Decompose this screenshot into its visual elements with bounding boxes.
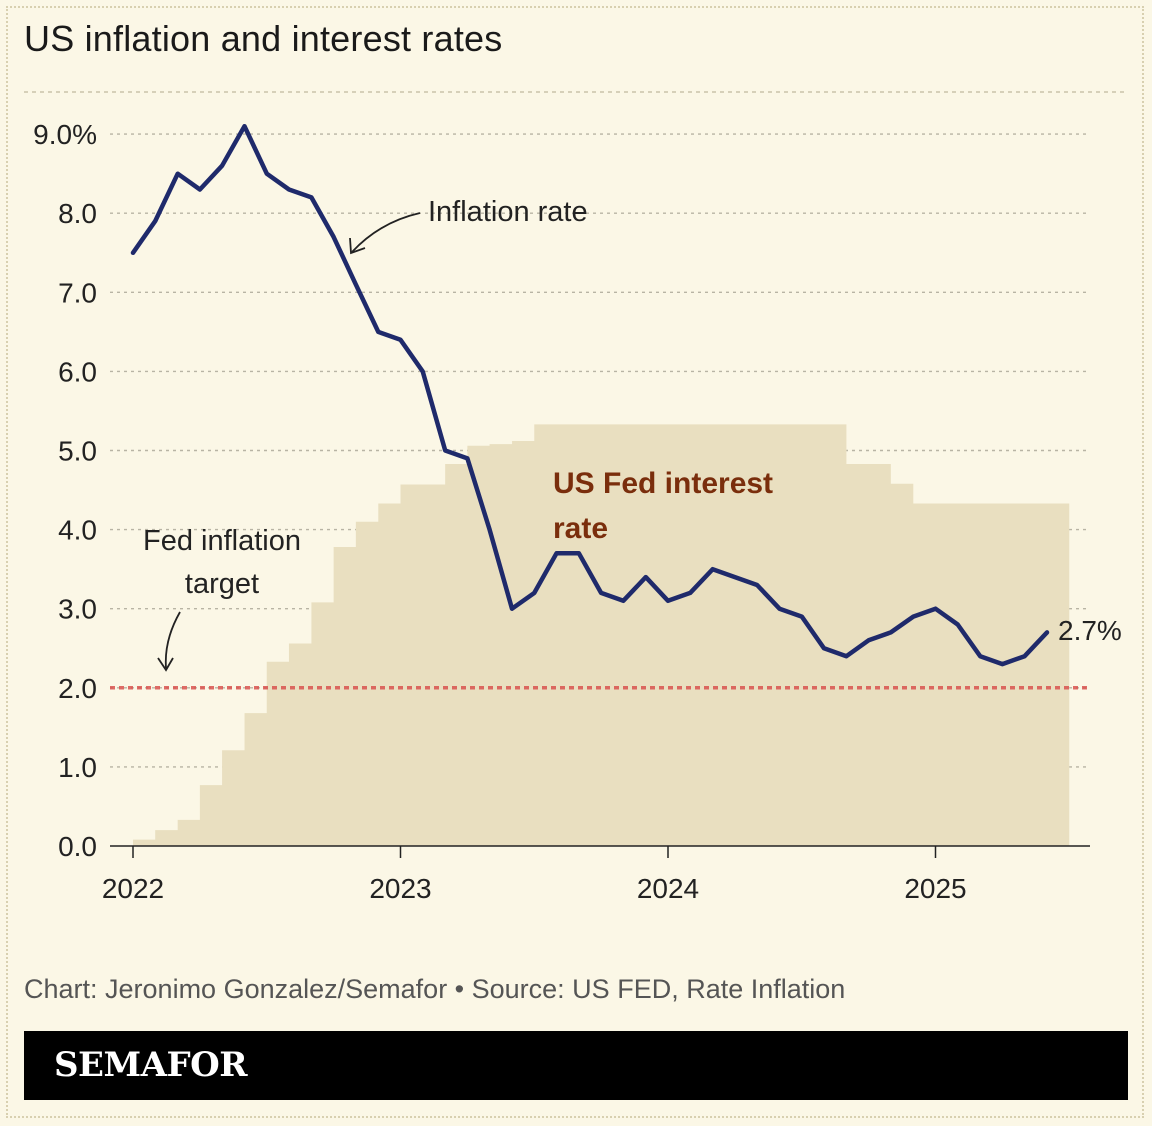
y-tick-label: 0.0 <box>58 831 97 862</box>
chart-frame <box>6 6 1144 1118</box>
x-tick-label: 2025 <box>904 873 966 904</box>
inflation-arrow <box>351 212 421 253</box>
target-label-line2: target <box>185 568 259 600</box>
x-tick-label: 2023 <box>369 873 431 904</box>
target-label-line1: Fed inflation <box>143 525 301 557</box>
fed-rate-area <box>133 424 1070 846</box>
inflation-series-line <box>130 123 1050 667</box>
axes: 0.0 1.0 2.0 3.0 4.0 5.0 6.0 7.0 8.0 9.0% 2022 2023 2… <box>33 119 1090 904</box>
target-arrow <box>164 611 181 669</box>
x-tick-label: 2022 <box>102 873 164 904</box>
chart-title: US inflation and interest rates <box>24 18 503 59</box>
y-tick-label: 4.0 <box>58 515 97 546</box>
x-tick-label: 2024 <box>637 873 699 904</box>
fed-rate-steps <box>133 424 1070 846</box>
y-tick-label: 5.0 <box>58 436 97 467</box>
y-tick-label: 1.0 <box>58 752 97 783</box>
annotations: Inflation rate US Fed interest rate Fed … <box>143 196 1122 672</box>
y-tick-label: 7.0 <box>58 277 97 308</box>
footer-source: Chart: Jeronimo Gonzalez/Semafor • Sourc… <box>24 974 846 1004</box>
brand-bar: SEMAFOR <box>24 1031 1128 1100</box>
semafor-logo: SEMAFOR <box>54 1045 248 1085</box>
y-tick-label: 6.0 <box>58 356 97 387</box>
end-value-label: 2.7% <box>1058 615 1122 646</box>
y-tick-label: 8.0 <box>58 198 97 229</box>
fed-rate-label-line1: US Fed interest <box>553 467 773 500</box>
inflation-arrowhead <box>349 237 366 255</box>
chart-svg: 0.0 1.0 2.0 3.0 4.0 5.0 6.0 7.0 8.0 9.0% 2022 2023 2… <box>24 91 1128 904</box>
inflation-rate-label: Inflation rate <box>428 196 588 228</box>
y-tick-label: 2.0 <box>58 673 97 704</box>
fed-rate-label-line2: rate <box>553 512 608 545</box>
inflation-line <box>130 123 1050 667</box>
target-arrowhead <box>157 657 174 672</box>
y-tick-label: 9.0% <box>33 119 97 150</box>
y-tick-label: 3.0 <box>58 594 97 625</box>
